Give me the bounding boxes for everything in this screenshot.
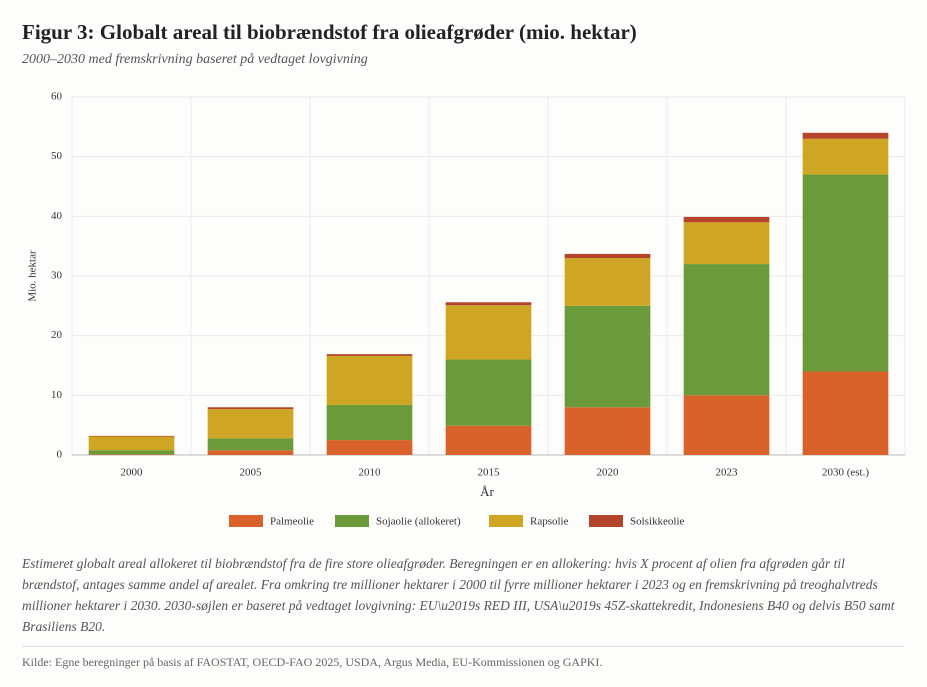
bar-segment [88,435,175,437]
bar-segment [88,450,175,455]
bar-segment [802,132,889,139]
bar-segment [445,305,532,360]
bar-segment [564,253,651,259]
legend-swatch [335,515,369,527]
y-axis-label: Mio. hektar [27,250,39,302]
bar-segment [445,359,532,426]
bar-segment [564,258,651,306]
x-tick-label: 2015 [478,467,501,479]
bar-segment [802,138,889,175]
chart: Figur 3: Globalt areal til biobrændstof … [22,20,906,528]
legend-label: Solsikkeolie [630,516,685,528]
footnote: Estimeret globalt areal allokeret til bi… [22,556,895,634]
y-tick-label: 10 [51,389,63,401]
x-tick-label: 2020 [597,467,620,479]
y-tick-label: 60 [51,91,63,103]
bar-segment [326,440,413,455]
bar-segment [683,264,770,396]
bar-segment [445,302,532,306]
x-axis-label: År [480,484,494,499]
bar-segment [207,450,294,455]
legend-label: Sojaolie (allokeret) [376,516,461,528]
source: Kilde: Egne beregninger på basis af FAOS… [22,655,603,669]
y-tick-label: 30 [51,270,63,282]
legend-label: Palmeolie [270,516,314,528]
bar-segment [445,425,532,455]
bar-segment [802,174,889,372]
legend-swatch [489,515,523,527]
bar-segment [88,436,175,451]
y-tick-label: 0 [57,449,63,461]
x-tick-label: 2000 [121,467,144,479]
x-tick-label: 2023 [716,467,739,479]
y-tick-label: 40 [51,210,63,222]
chart-title: Figur 3: Globalt areal til biobrændstof … [22,20,637,44]
x-tick-label: 2005 [240,467,263,479]
separator [22,646,904,647]
y-tick-label: 50 [51,150,63,162]
bar-segment [802,371,889,455]
bar-segment [564,407,651,455]
bar-segment [683,216,770,223]
bar-segment [207,407,294,410]
y-tick-label: 20 [51,329,63,341]
bar-segment [683,395,770,455]
bar-segment [207,409,294,439]
legend-swatch [229,515,263,527]
x-tick-label: 2010 [359,467,382,479]
bar-segment [326,354,413,356]
bar-segment [326,355,413,405]
bar-segment [564,305,651,408]
chart-subtitle: 2000–2030 med fremskrivning baseret på v… [22,52,368,67]
bar-segment [326,404,413,441]
bar-segment [207,438,294,451]
legend-label: Rapsolie [530,516,569,528]
legend-swatch [589,515,623,527]
x-tick-label: 2030 (est.) [822,467,869,479]
bar-segment [683,222,770,265]
bar-segment [88,454,175,455]
